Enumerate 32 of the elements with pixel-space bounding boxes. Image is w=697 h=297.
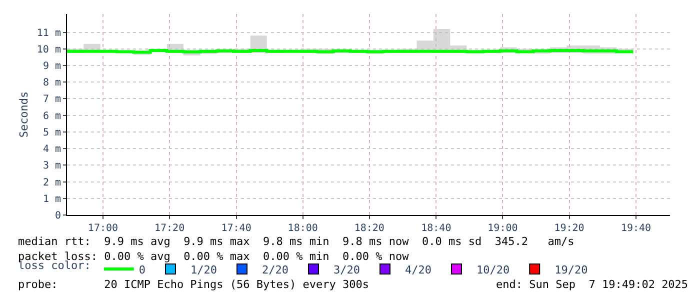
y-tick-label: 6 m — [42, 110, 61, 122]
y-tick-label: 4 m — [42, 144, 61, 156]
y-tick-label: 11 m — [36, 28, 61, 39]
legend-label: 10/20 — [476, 263, 510, 276]
x-tick-label: 19:20 — [554, 223, 584, 234]
legend-label: 3/20 — [333, 263, 360, 276]
text: median rtt: 9.9 ms avg 9.9 ms max 9.8 ms min 9.8 ms now 0.0 ms sd 345.2 am/s — [18, 235, 574, 248]
y-tick-label: 3 m — [42, 160, 61, 172]
legend-label: 1/20 — [190, 263, 217, 276]
x-tick-label: 17:40 — [221, 223, 252, 234]
y-axis-title: Seconds — [18, 91, 31, 138]
y-tick-label: 5 m — [42, 127, 61, 138]
text: end: Sun Sep 7 19:49:02 2025 — [496, 278, 688, 291]
x-tick-label: 17:00 — [88, 223, 118, 234]
y-tick-label: 1 m — [42, 194, 61, 205]
y-tick-label: 10 m — [36, 44, 61, 56]
x-tick-label: 18:40 — [421, 223, 452, 234]
x-tick-label: 18:00 — [288, 223, 318, 234]
y-tick-label: 0 — [54, 210, 61, 222]
text: probe: 20 ICMP Echo Pings (56 Bytes) every 300s — [18, 278, 369, 291]
y-tick-label: 9 m — [42, 61, 61, 72]
legend-label: 4/20 — [404, 263, 432, 276]
x-tick-label: 17:20 — [154, 223, 185, 234]
x-tick-label: 19:00 — [488, 223, 518, 234]
y-tick-label: 7 m — [42, 94, 61, 106]
legend-label: 19/20 — [554, 263, 588, 276]
x-tick-label: 18:20 — [354, 223, 384, 234]
x-tick-label: 19:40 — [620, 223, 652, 234]
y-tick-label: 2 m — [42, 177, 61, 188]
legend-label: 2/20 — [262, 263, 288, 276]
legend-label: 0 — [138, 263, 146, 276]
y-tick-label: 8 m — [42, 78, 61, 89]
